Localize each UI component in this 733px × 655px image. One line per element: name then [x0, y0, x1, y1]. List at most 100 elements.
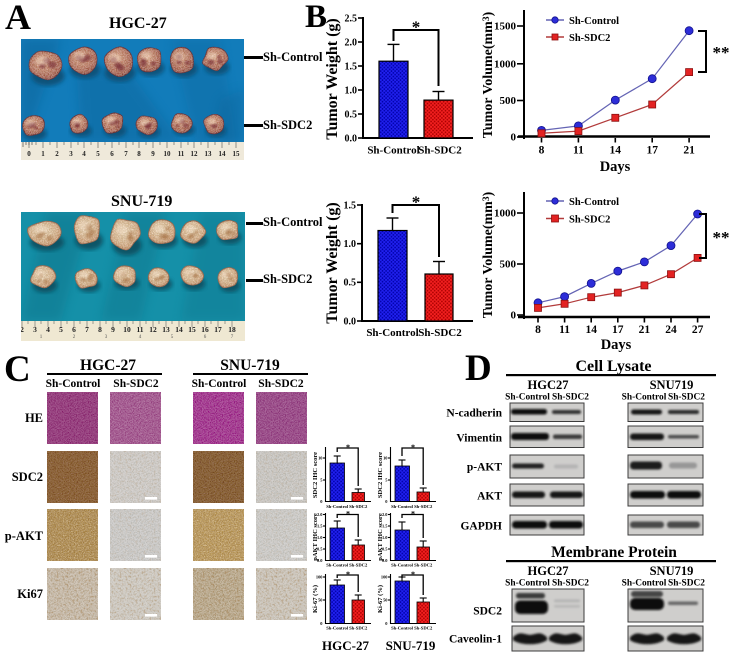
svg-text:1: 1 [41, 150, 45, 158]
svg-text:Sh-Control: Sh-Control [622, 393, 667, 403]
svg-text:1.5: 1.5 [382, 524, 388, 529]
svg-text:14: 14 [175, 325, 183, 334]
svg-text:Sh-SDC2: Sh-SDC2 [552, 579, 589, 589]
svg-text:Tumor Volume(mm3): Tumor Volume(mm3) [481, 191, 496, 318]
svg-text:N-cadherin: N-cadherin [446, 408, 502, 420]
svg-text:2.0: 2.0 [345, 37, 358, 48]
svg-text:*: * [411, 570, 415, 579]
svg-text:27: 27 [692, 324, 704, 336]
svg-text:Sh-SDC2: Sh-SDC2 [258, 378, 304, 390]
svg-text:3: 3 [33, 325, 37, 334]
svg-text:**: ** [713, 43, 730, 62]
svg-text:9: 9 [111, 325, 115, 334]
svg-text:*: * [346, 570, 350, 579]
svg-text:Sh-Control: Sh-Control [366, 327, 418, 339]
svg-text:SDC2 IHC score: SDC2 IHC score [312, 452, 319, 498]
svg-text:2.5: 2.5 [345, 13, 358, 24]
svg-text:10: 10 [318, 456, 323, 461]
svg-text:*: * [346, 443, 350, 452]
svg-text:15: 15 [233, 150, 241, 158]
svg-text:11: 11 [136, 325, 143, 334]
svg-text:0.0: 0.0 [382, 558, 388, 563]
svg-text:1: 1 [40, 335, 43, 340]
svg-text:11: 11 [559, 324, 570, 336]
svg-text:pAKT IHC score: pAKT IHC score [377, 513, 384, 561]
svg-text:Days: Days [600, 159, 631, 175]
svg-text:Sh-SDC2: Sh-SDC2 [569, 33, 610, 44]
svg-text:HGC27: HGC27 [528, 378, 569, 392]
svg-text:5: 5 [59, 325, 63, 334]
svg-text:4: 4 [82, 150, 86, 158]
svg-text:8: 8 [535, 324, 541, 336]
svg-text:Sh-Control: Sh-Control [391, 626, 414, 631]
svg-text:GAPDH: GAPDH [460, 521, 502, 533]
svg-text:500: 500 [500, 259, 517, 271]
svg-text:7: 7 [124, 150, 128, 158]
svg-text:Sh-Control: Sh-Control [569, 197, 619, 208]
svg-text:4: 4 [139, 335, 142, 340]
svg-text:0: 0 [511, 132, 517, 144]
svg-text:0.0: 0.0 [344, 316, 357, 327]
svg-text:0.0: 0.0 [345, 133, 358, 144]
svg-text:Membrane Protein: Membrane Protein [551, 544, 677, 561]
svg-text:5: 5 [171, 335, 174, 340]
svg-text:SDC2: SDC2 [12, 470, 43, 484]
svg-text:0.5: 0.5 [317, 547, 323, 552]
svg-text:Tumor Weight (g): Tumor Weight (g) [324, 202, 341, 324]
svg-text:5: 5 [96, 150, 100, 158]
svg-text:17: 17 [646, 145, 658, 157]
svg-text:SNU719: SNU719 [650, 564, 694, 578]
svg-text:0.0: 0.0 [317, 558, 323, 563]
svg-text:p-AKT: p-AKT [467, 462, 502, 474]
svg-text:10: 10 [164, 150, 172, 158]
svg-text:SNU719: SNU719 [650, 378, 694, 392]
svg-text:HGC27: HGC27 [528, 564, 569, 578]
svg-text:**: ** [713, 228, 730, 247]
svg-text:Ki67: Ki67 [17, 587, 43, 601]
svg-text:9: 9 [151, 150, 155, 158]
svg-text:Sh-SDC2: Sh-SDC2 [349, 504, 368, 509]
svg-text:10: 10 [383, 456, 388, 461]
svg-text:17: 17 [612, 324, 624, 336]
svg-text:0.5: 0.5 [345, 109, 358, 120]
svg-text:1.5: 1.5 [344, 200, 357, 211]
svg-text:15: 15 [188, 325, 196, 334]
svg-text:13: 13 [162, 325, 170, 334]
svg-text:6: 6 [110, 150, 114, 158]
svg-text:1500: 1500 [494, 21, 517, 33]
svg-text:2: 2 [21, 325, 24, 334]
svg-text:500: 500 [500, 95, 517, 107]
svg-text:17: 17 [214, 325, 222, 334]
svg-text:Ki-67 (%): Ki-67 (%) [312, 585, 319, 613]
svg-text:*: * [346, 510, 350, 519]
svg-text:1.0: 1.0 [345, 85, 358, 96]
svg-text:Sh-Control: Sh-Control [569, 16, 619, 27]
svg-text:100: 100 [316, 575, 323, 580]
svg-text:1.0: 1.0 [344, 239, 357, 250]
svg-text:6: 6 [72, 325, 76, 334]
svg-text:0: 0 [320, 621, 323, 626]
svg-text:Sh-SDC2: Sh-SDC2 [552, 393, 589, 403]
svg-text:Sh-Control: Sh-Control [391, 563, 414, 568]
svg-text:0: 0 [385, 621, 388, 626]
svg-text:Caveolin-1: Caveolin-1 [449, 634, 502, 646]
svg-text:14: 14 [610, 145, 622, 157]
svg-text:2: 2 [73, 335, 76, 340]
svg-text:Sh-SDC2: Sh-SDC2 [414, 563, 433, 568]
svg-text:4: 4 [46, 325, 50, 334]
svg-text:Sh-SDC2: Sh-SDC2 [414, 626, 433, 631]
svg-text:*: * [411, 510, 415, 519]
svg-text:Cell Lysate: Cell Lysate [576, 358, 652, 375]
svg-text:0.5: 0.5 [382, 547, 388, 552]
svg-text:SDC2 IHC score: SDC2 IHC score [377, 452, 384, 498]
svg-text:Sh-Control: Sh-Control [326, 504, 349, 509]
svg-text:Tumor Volume(mm3): Tumor Volume(mm3) [481, 11, 496, 138]
svg-text:*: * [412, 18, 421, 37]
svg-text:50: 50 [318, 598, 323, 603]
svg-text:5: 5 [320, 478, 323, 483]
svg-text:3: 3 [69, 150, 73, 158]
svg-text:5: 5 [385, 478, 388, 483]
svg-text:p-AKT: p-AKT [5, 529, 44, 543]
svg-text:0: 0 [511, 310, 517, 322]
svg-text:*: * [412, 193, 421, 212]
